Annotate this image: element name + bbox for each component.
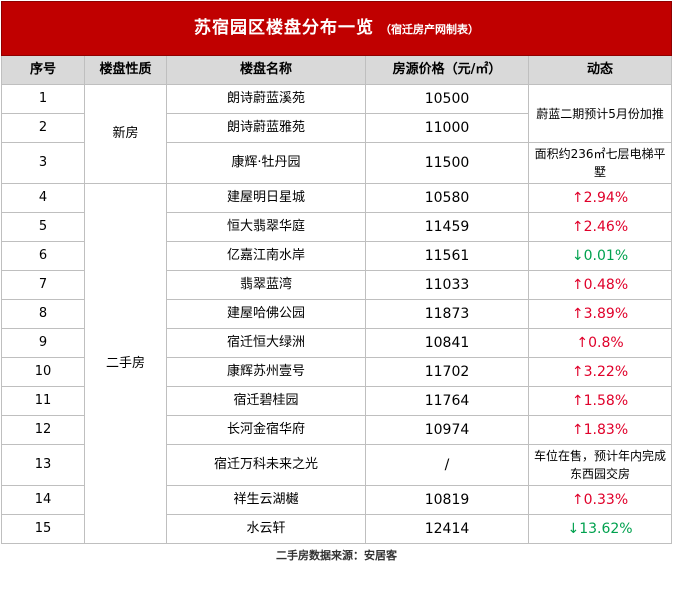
header-row: 序号 楼盘性质 楼盘名称 房源价格（元/㎡） 动态 [1, 55, 673, 85]
row-trend: ↑3.89% [527, 299, 673, 329]
group-new: 新房 [84, 84, 167, 184]
row-name: 康辉苏州壹号 [166, 357, 366, 387]
row-trend: ↑3.22% [527, 357, 673, 387]
row-name: 康辉·牡丹园 [166, 142, 366, 184]
row-price: 10500 [365, 84, 529, 114]
row-price: 11033 [365, 270, 529, 300]
header-name: 楼盘名称 [166, 55, 366, 85]
housing-table: 苏宿园区楼盘分布一览 （宿迁房产网制表） 序号 楼盘性质 楼盘名称 房源价格（元/… [0, 1, 673, 568]
row-price: 10974 [365, 415, 529, 445]
row-name: 长河金宿华府 [166, 415, 366, 445]
row-index: 5 [1, 212, 85, 242]
row-trend: ↓0.01% [527, 241, 673, 271]
row-index: 6 [1, 241, 85, 271]
table-row: 13 宿迁万科未来之光 / 车位在售，预计年内完成东西园交房 [1, 444, 673, 486]
row-price: 11561 [365, 241, 529, 271]
header-index: 序号 [1, 55, 85, 85]
row-name: 翡翠蓝湾 [166, 270, 366, 300]
row-index: 3 [1, 142, 85, 184]
row-price: 11000 [365, 113, 529, 143]
table-row: 5 恒大翡翠华庭 11459 ↑2.46% [1, 212, 673, 242]
row-name: 亿嘉江南水岸 [166, 241, 366, 271]
row-price: / [365, 444, 529, 486]
row-name: 恒大翡翠华庭 [166, 212, 366, 242]
table-row: 1 新房 朗诗蔚蓝溪苑 10500 蔚蓝二期预计5月份加推 [1, 84, 673, 184]
table-row: 15 水云轩 12414 ↓13.62% [1, 514, 673, 544]
row-trend: ↓13.62% [527, 514, 673, 544]
row-index: 15 [1, 514, 85, 544]
table-row: 3 康辉·牡丹园 11500 面积约236㎡七层电梯平墅 [1, 142, 673, 184]
row-index: 14 [1, 485, 85, 515]
row-name: 朗诗蔚蓝溪苑 [166, 84, 366, 114]
row-price: 10580 [365, 183, 529, 213]
row-trend: ↑1.83% [527, 415, 673, 445]
table-row: 6 亿嘉江南水岸 11561 ↓0.01% [1, 241, 673, 271]
row-name: 祥生云湖樾 [166, 485, 366, 515]
row-name: 宿迁恒大绿洲 [166, 328, 366, 358]
row-trend: ↑0.48% [527, 270, 673, 300]
footer-row: 二手房数据来源：安居客 [1, 543, 672, 568]
row-price: 11873 [365, 299, 529, 329]
table-row: 12 长河金宿华府 10974 ↑1.83% [1, 415, 673, 445]
row-index: 1 [1, 84, 85, 114]
row-index: 13 [1, 444, 85, 486]
row-name: 宿迁万科未来之光 [166, 444, 366, 486]
row-index: 12 [1, 415, 85, 445]
row-trend: ↑0.8% [527, 328, 673, 358]
row-price: 12414 [365, 514, 529, 544]
row-index: 9 [1, 328, 85, 358]
row-index: 7 [1, 270, 85, 300]
row-name: 水云轩 [166, 514, 366, 544]
row-price: 11764 [365, 386, 529, 416]
table-row: 9 宿迁恒大绿洲 10841 ↑0.8% [1, 328, 673, 358]
table-row: 10 康辉苏州壹号 11702 ↑3.22% [1, 357, 673, 387]
row-index: 2 [1, 113, 85, 143]
row-trend: 车位在售，预计年内完成东西园交房 [527, 444, 673, 486]
row-index: 8 [1, 299, 85, 329]
row-price: 10841 [365, 328, 529, 358]
row-price: 10819 [365, 485, 529, 515]
row-name: 建屋哈佛公园 [166, 299, 366, 329]
row-price: 11500 [365, 142, 529, 184]
group-second: 二手房 [84, 183, 167, 544]
row-price: 11702 [365, 357, 529, 387]
data-source-note: 二手房数据来源：安居客 [1, 543, 672, 568]
header-price: 房源价格（元/㎡） [365, 55, 529, 85]
row-index: 10 [1, 357, 85, 387]
row-index: 4 [1, 183, 85, 213]
table-row: 2 朗诗蔚蓝雅苑 11000 [1, 113, 672, 143]
row-trend: ↑2.94% [527, 183, 673, 213]
title-banner: 苏宿园区楼盘分布一览 （宿迁房产网制表） [0, 1, 673, 56]
row-trend: ↑0.33% [527, 485, 673, 515]
header-trend: 动态 [527, 55, 673, 85]
table-row: 4 二手房 建屋明日星城 10580 ↑2.94% [1, 183, 673, 544]
row-name: 宿迁碧桂园 [166, 386, 366, 416]
row-trend: 面积约236㎡七层电梯平墅 [527, 142, 673, 184]
table-row: 11 宿迁碧桂园 11764 ↑1.58% [1, 386, 673, 416]
row-index: 11 [1, 386, 85, 416]
row-name: 朗诗蔚蓝雅苑 [166, 113, 366, 143]
row-price: 11459 [365, 212, 529, 242]
row-trend: ↑1.58% [527, 386, 673, 416]
row-trend-shared: 蔚蓝二期预计5月份加推 [527, 84, 673, 143]
page-title: 苏宿园区楼盘分布一览 [194, 17, 375, 38]
row-trend: ↑2.46% [527, 212, 673, 242]
table-row: 8 建屋哈佛公园 11873 ↑3.89% [1, 299, 673, 329]
row-name: 建屋明日星城 [166, 183, 366, 213]
header-type: 楼盘性质 [84, 55, 167, 85]
table-row: 14 祥生云湖樾 10819 ↑0.33% [1, 485, 673, 515]
page-subtitle: （宿迁房产网制表） [380, 22, 480, 36]
